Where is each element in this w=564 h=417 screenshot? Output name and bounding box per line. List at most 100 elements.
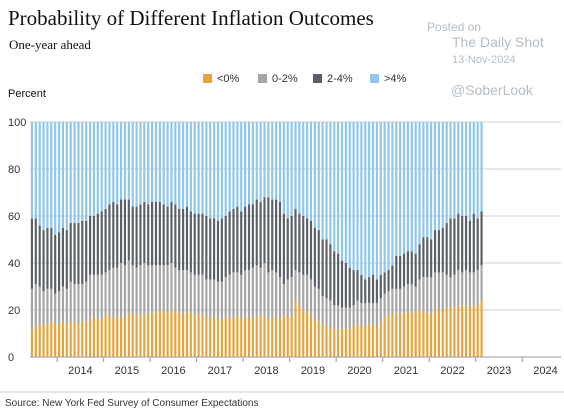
bar-segment [54, 234, 57, 294]
bar-segment [135, 206, 138, 268]
bar-stack [154, 122, 158, 357]
bar-segment [441, 227, 444, 273]
bar-stack [399, 122, 402, 357]
bar-segment [240, 211, 243, 275]
bar-segment [96, 274, 99, 320]
bar-segment [313, 319, 316, 357]
bar-segment [313, 122, 316, 228]
bar-stack [306, 122, 309, 357]
bar-segment [135, 314, 138, 357]
bar-segment [255, 265, 258, 318]
bar-stack [387, 122, 390, 357]
bar-segment [433, 230, 437, 273]
bar-segment [379, 298, 382, 322]
bar-segment [433, 122, 437, 231]
bar-segment [85, 122, 88, 221]
bar-segment [69, 321, 72, 357]
bar-segment [189, 211, 192, 273]
bar-segment [344, 307, 347, 329]
bar-stack [422, 122, 425, 357]
bar-segment [61, 227, 65, 287]
bar-segment [178, 270, 181, 313]
bar-segment [116, 204, 119, 268]
y-tick-label: 40 [8, 258, 20, 270]
bar-stack [275, 122, 278, 357]
bar-segment [457, 122, 460, 214]
bar-segment [232, 317, 235, 357]
bar-stack [77, 122, 80, 357]
bar-segment [306, 122, 309, 219]
bar-segment [162, 204, 165, 266]
bar-stack [267, 122, 270, 357]
bar-segment [383, 317, 386, 357]
bar-segment [368, 277, 371, 303]
bar-segment [449, 277, 452, 308]
bar-segment [306, 312, 309, 357]
legend-label: <0% [217, 73, 240, 85]
bar-stack [437, 122, 440, 357]
bar-segment [418, 122, 421, 245]
bar-segment [337, 305, 340, 329]
bar-segment [360, 302, 363, 327]
chart-title: Probability of Different Inflation Outco… [8, 6, 374, 30]
bar-segment [247, 317, 251, 357]
bar-segment [174, 312, 177, 357]
bar-segment [395, 122, 398, 256]
bar-stack [368, 122, 371, 357]
bar-segment [399, 288, 402, 315]
bar-stack [108, 122, 111, 357]
bar-segment [85, 220, 88, 282]
bar-segment [364, 122, 367, 280]
bar-segment [112, 201, 115, 268]
x-tick-label: 2015 [115, 365, 139, 377]
bar-segment [317, 122, 320, 231]
bar-segment [453, 218, 456, 275]
bar-segment [131, 122, 134, 207]
bar-segment [387, 291, 390, 315]
bar-stack [209, 122, 212, 357]
bar-segment [108, 270, 111, 318]
bar-segment [468, 220, 472, 273]
bar-segment [224, 317, 227, 357]
legend-label: 0-2% [272, 73, 298, 85]
bar-stack [333, 122, 336, 357]
bar-segment [461, 272, 464, 306]
bar-segment [216, 122, 220, 221]
bar-segment [461, 305, 464, 357]
x-tick-label: 2014 [68, 365, 92, 377]
bar-stack [325, 122, 328, 357]
bar-segment [449, 218, 452, 278]
bar-segment [399, 314, 402, 357]
bar-segment [57, 324, 61, 357]
bar-segment [313, 227, 316, 287]
legend-item-0-2: 0-2% [258, 73, 298, 85]
bar-segment [108, 122, 111, 205]
bar-segment [100, 274, 103, 320]
bar-segment [232, 272, 235, 318]
bar-segment [88, 122, 92, 216]
bar-segment [88, 274, 92, 320]
bar-segment [166, 206, 169, 266]
bar-segment [34, 218, 37, 285]
bar-segment [57, 232, 61, 292]
bar-segment [73, 321, 76, 357]
bar-segment [127, 199, 130, 261]
bar-stack [251, 122, 254, 357]
x-tick-label: 2022 [440, 365, 464, 377]
bar-segment [360, 326, 363, 357]
bar-segment [426, 122, 429, 238]
bar-segment [441, 310, 444, 357]
bar-segment [344, 328, 347, 357]
bar-segment [453, 122, 456, 219]
bar-segment [46, 227, 49, 289]
legend-item-below-0: <0% [203, 73, 239, 85]
bar-segment [391, 122, 394, 266]
bar-stack [112, 122, 115, 357]
legend-label: >4% [384, 73, 407, 85]
bar-stack [151, 122, 154, 357]
bar-segment [139, 204, 142, 266]
bar-segment [34, 284, 37, 327]
bar-segment [201, 274, 204, 315]
bar-segment [422, 122, 425, 238]
bar-segment [437, 122, 440, 231]
